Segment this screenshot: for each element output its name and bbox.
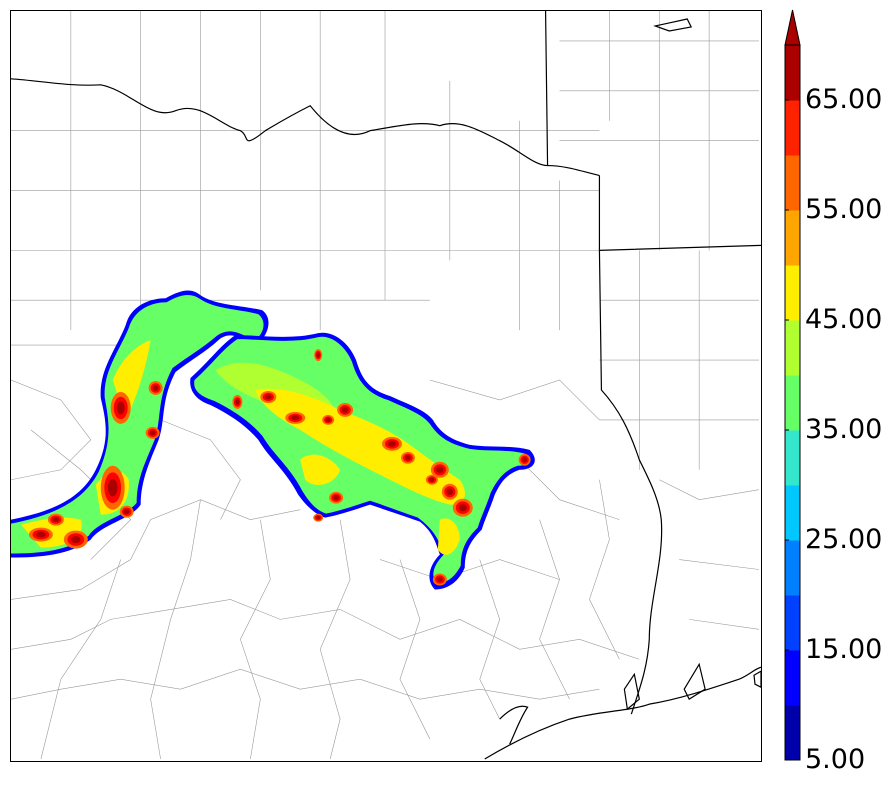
colorbar-band bbox=[785, 430, 800, 486]
reflectivity-field bbox=[11, 290, 535, 590]
colorbar-band bbox=[785, 155, 800, 211]
colorbar-extend-arrow bbox=[784, 9, 801, 46]
storm-core bbox=[316, 516, 321, 520]
colorbar-label-55: 55.00 bbox=[805, 194, 883, 225]
colorbar-label-5: 5.00 bbox=[805, 744, 866, 775]
colorbar-band bbox=[785, 265, 800, 321]
colorbar bbox=[784, 9, 801, 761]
storm-core bbox=[265, 394, 272, 400]
storm-core bbox=[325, 417, 331, 422]
storm-core bbox=[316, 352, 320, 358]
storm-core bbox=[107, 478, 118, 497]
western-band-fill bbox=[11, 294, 264, 554]
colorbar-band bbox=[785, 595, 800, 651]
colorbar-label-25: 25.00 bbox=[805, 524, 883, 555]
storm-core bbox=[152, 385, 159, 391]
map-canvas bbox=[11, 11, 761, 760]
colorbar-band bbox=[785, 320, 800, 376]
storm-core bbox=[429, 477, 435, 482]
storm-core bbox=[522, 457, 528, 463]
colorbar-label-35: 35.00 bbox=[805, 414, 883, 445]
storm-core bbox=[291, 415, 300, 421]
colorbar-band bbox=[785, 650, 800, 706]
storm-core bbox=[149, 430, 156, 436]
county-boundaries bbox=[11, 11, 760, 760]
colorbar-band bbox=[785, 375, 800, 431]
storm-core bbox=[235, 399, 240, 405]
storm-core bbox=[458, 504, 467, 512]
colorbar-label-65: 65.00 bbox=[805, 84, 883, 115]
colorbar-band bbox=[785, 45, 800, 101]
colorbar-band bbox=[785, 485, 800, 541]
reflectivity-map bbox=[10, 10, 762, 762]
storm-core bbox=[333, 495, 339, 501]
storm-core bbox=[52, 517, 60, 523]
colorbar-label-15: 15.00 bbox=[805, 634, 883, 665]
storm-core bbox=[123, 509, 130, 515]
state-boundaries bbox=[11, 11, 761, 760]
colorbar-outline bbox=[784, 44, 801, 761]
storm-core bbox=[36, 531, 46, 538]
storm-core bbox=[341, 407, 349, 413]
storm-core bbox=[437, 577, 443, 582]
storm-core bbox=[71, 536, 81, 544]
colorbar-band bbox=[785, 100, 800, 156]
storm-core bbox=[116, 401, 125, 415]
storm-core bbox=[446, 488, 454, 495]
storm-cores bbox=[28, 349, 531, 586]
storm-core bbox=[405, 455, 411, 461]
storm-core bbox=[436, 466, 444, 473]
colorbar-label-45: 45.00 bbox=[805, 304, 883, 335]
colorbar-band bbox=[785, 210, 800, 266]
colorbar-band bbox=[785, 540, 800, 596]
colorbar-band bbox=[785, 705, 800, 761]
storm-core bbox=[387, 441, 396, 447]
